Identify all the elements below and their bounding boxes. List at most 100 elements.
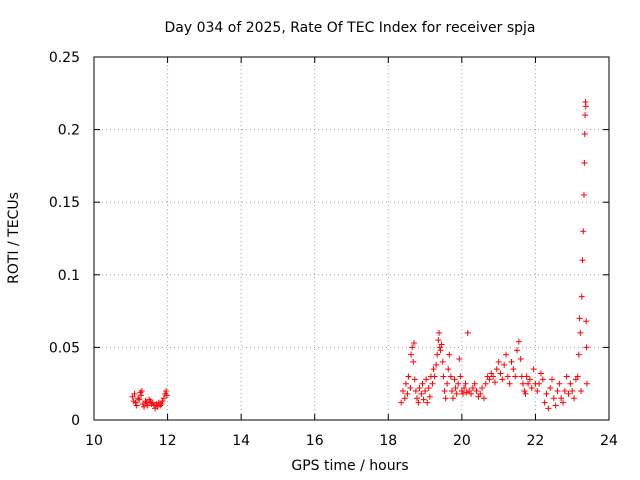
data-point	[495, 358, 502, 365]
data-point	[510, 366, 517, 373]
y-tick-label: 0.2	[58, 123, 80, 139]
data-point	[149, 399, 156, 406]
data-point	[563, 373, 570, 380]
data-point	[565, 390, 572, 397]
data-point	[413, 395, 420, 402]
data-point	[400, 387, 406, 394]
data-point	[410, 358, 417, 365]
data-point	[436, 329, 443, 336]
data-point	[463, 389, 470, 396]
data-point	[541, 399, 548, 406]
data-point	[579, 257, 586, 264]
data-point	[411, 340, 418, 347]
data-point	[446, 351, 453, 358]
data-point	[398, 399, 405, 406]
data-point	[493, 366, 500, 373]
data-point	[139, 401, 146, 408]
data-point	[150, 402, 157, 409]
data-point	[163, 387, 170, 394]
data-point	[525, 380, 532, 387]
y-tick-label: 0.15	[49, 195, 80, 211]
x-tick-label: 12	[159, 433, 177, 449]
data-point	[477, 390, 484, 397]
data-point	[574, 373, 581, 380]
data-point	[148, 401, 155, 408]
data-point	[583, 344, 590, 351]
data-point	[506, 380, 513, 387]
data-point	[418, 390, 425, 397]
data-point	[461, 385, 468, 392]
data-point	[448, 387, 455, 394]
data-point	[159, 398, 166, 405]
data-point	[550, 395, 557, 402]
data-point	[503, 351, 509, 358]
data-point	[582, 112, 589, 119]
data-point	[456, 356, 463, 363]
data-point	[141, 403, 148, 410]
data-point	[144, 402, 151, 409]
data-point	[468, 390, 475, 397]
data-point	[480, 395, 487, 402]
data-point	[479, 385, 486, 392]
data-point	[132, 399, 139, 406]
data-point	[490, 373, 497, 380]
axis-ticks: 10 12 14 16 18 20 22 24 0 0.05 0.1 0.15 0.2 0.25	[49, 50, 618, 449]
data-point	[438, 341, 445, 348]
data-point	[158, 401, 165, 408]
data-point	[452, 385, 459, 392]
data-point	[154, 403, 161, 410]
data-point	[135, 395, 142, 402]
x-tick-label: 18	[379, 433, 397, 449]
data-point	[473, 387, 480, 394]
data-point	[429, 380, 436, 387]
data-point	[580, 228, 587, 235]
data-point	[420, 396, 427, 403]
data-point	[517, 356, 524, 363]
data-point	[422, 387, 429, 394]
data-point	[426, 393, 433, 400]
x-tick-label: 24	[600, 433, 618, 449]
data-point	[424, 399, 431, 406]
data-point	[583, 318, 590, 325]
grid-lines	[94, 57, 609, 420]
data-point	[577, 329, 584, 336]
data-point	[143, 399, 150, 406]
data-point	[526, 376, 533, 383]
data-point	[530, 366, 537, 373]
data-point	[548, 376, 555, 383]
data-point	[569, 387, 576, 394]
data-point	[423, 376, 430, 383]
data-point	[430, 366, 437, 373]
data-point	[405, 373, 412, 380]
data-point	[442, 395, 449, 402]
data-point	[561, 387, 568, 394]
data-point	[575, 351, 582, 358]
x-tick-label: 10	[85, 433, 103, 449]
data-point	[402, 380, 409, 387]
data-point	[482, 380, 489, 387]
data-point	[508, 358, 515, 365]
data-point	[491, 379, 498, 386]
data-point	[558, 395, 565, 402]
data-point	[547, 385, 554, 392]
data-point	[567, 380, 574, 387]
y-tick-label: 0.05	[49, 340, 80, 356]
data-point	[455, 380, 462, 387]
data-point	[523, 373, 530, 380]
data-point	[435, 337, 442, 344]
data-point	[582, 103, 589, 110]
data-point	[411, 376, 418, 383]
data-point	[160, 395, 167, 402]
data-point	[514, 347, 521, 354]
data-point	[412, 387, 419, 394]
y-axis-label: ROTI / TECUs	[6, 192, 22, 284]
data-point	[434, 351, 441, 358]
y-tick-label: 0.1	[58, 268, 80, 284]
data-point	[451, 376, 458, 383]
x-tick-label: 14	[232, 433, 250, 449]
data-point	[576, 315, 583, 322]
data-point	[157, 402, 164, 409]
data-point	[556, 380, 563, 387]
data-point	[419, 380, 426, 387]
data-point	[499, 376, 506, 383]
